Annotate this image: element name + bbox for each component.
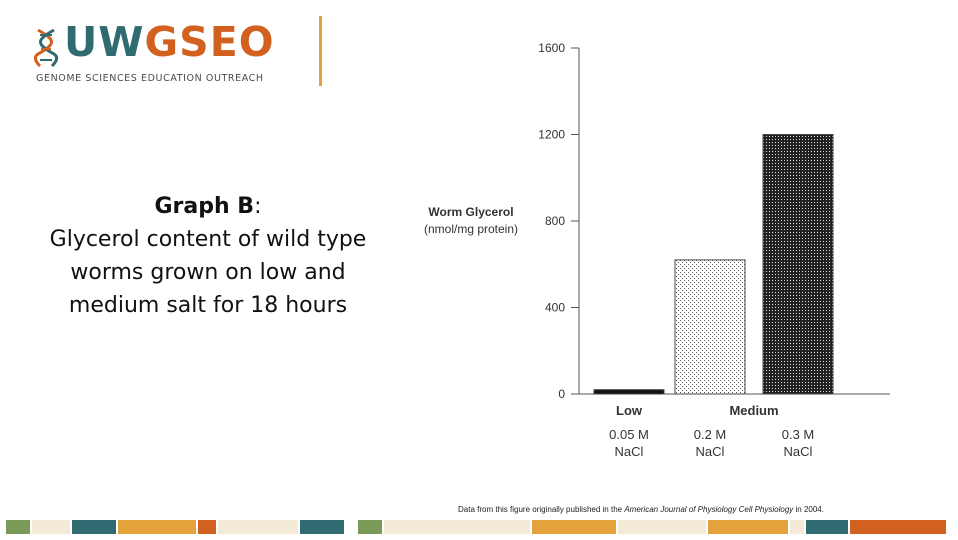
- bar-1: [593, 389, 665, 395]
- group-label: Low: [616, 403, 643, 418]
- footer-color-strip: [0, 520, 958, 534]
- group-label: Medium: [729, 403, 778, 418]
- y-tick-label: 1600: [538, 41, 565, 55]
- x-tick-label-line1: 0.05 M: [609, 427, 649, 442]
- caption-text: Glycerol content of wild type worms grow…: [49, 227, 367, 318]
- dna-helix-icon: [34, 28, 59, 68]
- source-note: Data from this figure originally publish…: [458, 505, 824, 514]
- caption-label: Graph B: [154, 194, 255, 219]
- y-tick-label: 0: [558, 387, 565, 401]
- logo-tagline: GENOME SCIENCES EDUCATION OUTREACH: [36, 73, 264, 84]
- source-journal: American Journal of Physiology Cell Phys…: [624, 505, 794, 514]
- bar-2: [674, 259, 746, 395]
- x-tick-label-line2: NaCl: [696, 444, 725, 459]
- y-axis-label-line1: Worm Glycerol: [428, 205, 514, 219]
- y-axis-label: Worm Glycerol (nmol/mg protein): [410, 204, 532, 238]
- y-tick-label: 800: [545, 214, 565, 228]
- graph-caption: Graph B: Glycerol content of wild type w…: [28, 190, 388, 322]
- x-tick-label-line2: NaCl: [784, 444, 813, 459]
- y-tick-label: 1200: [538, 128, 565, 142]
- caption-separator: :: [254, 194, 262, 219]
- x-tick-label-line1: 0.2 M: [694, 427, 727, 442]
- x-tick-label-line2: NaCl: [615, 444, 644, 459]
- source-prefix: Data from this figure originally publish…: [458, 505, 625, 514]
- y-axis-label-line2: (nmol/mg protein): [423, 222, 519, 236]
- header-divider: [319, 16, 322, 86]
- x-tick-label-line1: 0.3 M: [782, 427, 815, 442]
- bar-3: [762, 134, 834, 395]
- logo-wordmark: UWGSEO: [64, 18, 275, 66]
- y-tick-label: 400: [545, 301, 565, 315]
- source-suffix: in 2004.: [793, 505, 824, 514]
